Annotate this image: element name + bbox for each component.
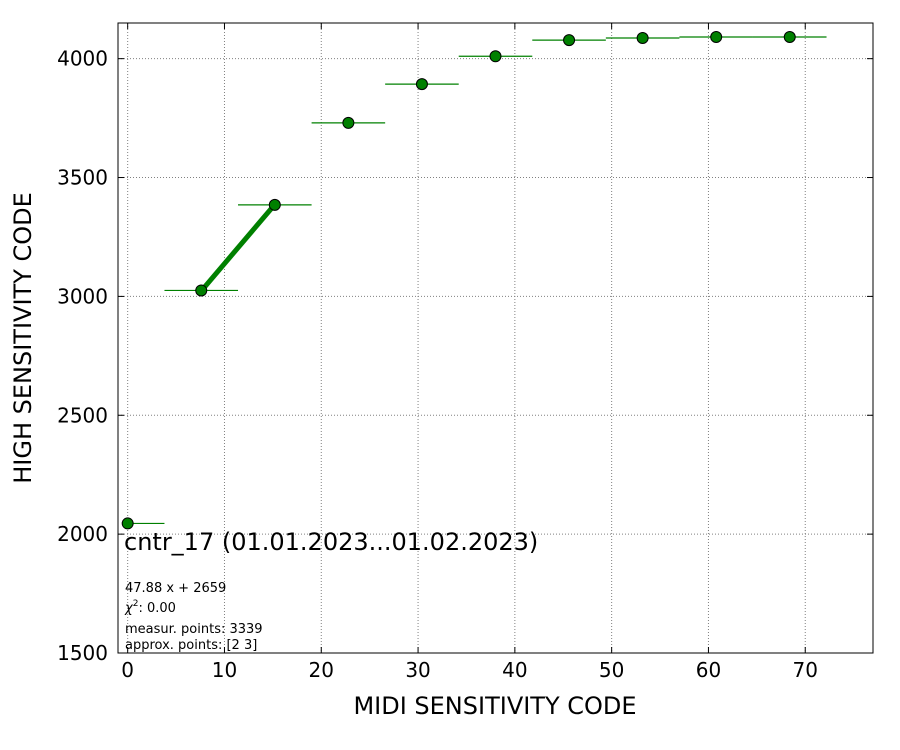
data-point bbox=[415, 78, 428, 91]
x-tick-label: 30 bbox=[405, 658, 430, 682]
data-point bbox=[121, 517, 134, 530]
x-tick-label: 60 bbox=[696, 658, 721, 682]
fit-layer bbox=[199, 202, 277, 293]
y-tick-label: 2500 bbox=[57, 403, 108, 427]
data-point bbox=[636, 31, 649, 44]
chi-square-label: χ2: 0.00 bbox=[124, 599, 176, 616]
y-tick-label: 2000 bbox=[57, 522, 108, 546]
data-point bbox=[710, 31, 723, 44]
plot-frame bbox=[117, 22, 874, 654]
x-tick-label: 40 bbox=[502, 658, 527, 682]
fit-line bbox=[199, 202, 277, 293]
data-point bbox=[342, 116, 355, 129]
x-tick-label: 70 bbox=[793, 658, 818, 682]
x-tick-label: 50 bbox=[599, 658, 624, 682]
fit-equation: 47.88 x + 2659 bbox=[125, 581, 226, 596]
grid-layer bbox=[118, 23, 873, 654]
data-point bbox=[489, 50, 502, 63]
data-point bbox=[195, 284, 208, 297]
errorbar-layer bbox=[127, 36, 827, 525]
approx-points-label: approx. points: [2 3] bbox=[125, 638, 257, 653]
y-axis-label: HIGH SENSITIVITY CODE bbox=[9, 192, 37, 484]
tick-layer bbox=[118, 23, 873, 654]
point-layer bbox=[121, 31, 796, 530]
measur-points-label: measur. points: 3339 bbox=[125, 622, 263, 637]
data-point bbox=[563, 34, 576, 47]
y-tick-label: 3000 bbox=[57, 284, 108, 308]
x-tick-label: 20 bbox=[309, 658, 334, 682]
tick-label-layer: 0 10 20 30 40 50 60 70 1500 2000 2500 3000 3500 4000 bbox=[57, 47, 818, 682]
chart-annotation-title: cntr_17 (01.01.2023...01.02.2023) bbox=[124, 528, 538, 556]
y-tick-label: 4000 bbox=[57, 47, 108, 71]
x-axis-label: MIDI SENSITIVITY CODE bbox=[353, 692, 636, 720]
x-tick-label: 10 bbox=[212, 658, 237, 682]
x-tick-label: 0 bbox=[121, 658, 134, 682]
data-point bbox=[783, 31, 796, 44]
y-tick-label: 1500 bbox=[57, 641, 108, 665]
data-point bbox=[268, 198, 281, 211]
y-tick-label: 3500 bbox=[57, 166, 108, 190]
